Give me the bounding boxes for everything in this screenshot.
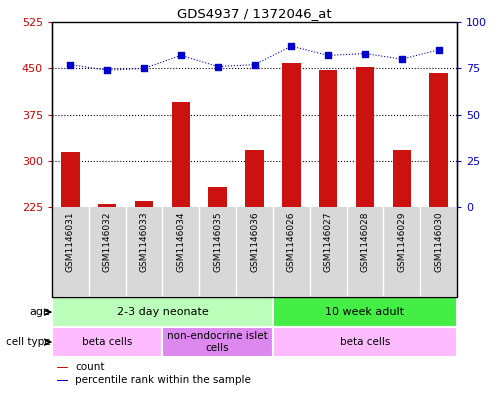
Point xyxy=(140,65,148,72)
Bar xyxy=(282,63,300,207)
Point xyxy=(177,52,185,59)
Bar xyxy=(356,67,374,207)
Bar xyxy=(57,380,67,381)
Point xyxy=(250,62,258,68)
Bar xyxy=(209,187,227,207)
Bar xyxy=(61,152,80,207)
Bar xyxy=(246,150,263,207)
Text: count: count xyxy=(75,362,105,372)
Bar xyxy=(98,204,116,207)
Text: GSM1146028: GSM1146028 xyxy=(360,211,369,272)
Point xyxy=(66,62,74,68)
Text: GSM1146032: GSM1146032 xyxy=(103,211,112,272)
Text: percentile rank within the sample: percentile rank within the sample xyxy=(75,375,251,386)
Bar xyxy=(273,327,457,357)
Text: GSM1146031: GSM1146031 xyxy=(66,211,75,272)
Bar xyxy=(163,327,273,357)
Text: 10 week adult: 10 week adult xyxy=(325,307,405,317)
Text: cell type: cell type xyxy=(5,337,50,347)
Text: GSM1146036: GSM1146036 xyxy=(250,211,259,272)
Text: GSM1146034: GSM1146034 xyxy=(176,211,185,272)
Bar xyxy=(52,297,273,327)
Text: beta cells: beta cells xyxy=(340,337,390,347)
Title: GDS4937 / 1372046_at: GDS4937 / 1372046_at xyxy=(177,7,332,20)
Bar xyxy=(273,297,457,327)
Bar xyxy=(52,327,163,357)
Point xyxy=(103,67,111,73)
Text: GSM1146035: GSM1146035 xyxy=(213,211,222,272)
Bar xyxy=(393,150,411,207)
Point xyxy=(287,43,295,49)
Bar xyxy=(135,201,153,207)
Point xyxy=(324,52,332,59)
Text: GSM1146030: GSM1146030 xyxy=(434,211,443,272)
Bar xyxy=(57,367,67,368)
Point xyxy=(398,56,406,62)
Text: GSM1146033: GSM1146033 xyxy=(140,211,149,272)
Text: GSM1146029: GSM1146029 xyxy=(397,211,406,272)
Text: GSM1146026: GSM1146026 xyxy=(287,211,296,272)
Text: GSM1146027: GSM1146027 xyxy=(324,211,333,272)
Point xyxy=(435,47,443,53)
Bar xyxy=(429,73,448,207)
Point xyxy=(214,63,222,70)
Text: age: age xyxy=(29,307,50,317)
Point xyxy=(361,50,369,57)
Bar xyxy=(319,70,337,207)
Text: non-endocrine islet
cells: non-endocrine islet cells xyxy=(167,331,268,353)
Text: 2-3 day neonate: 2-3 day neonate xyxy=(117,307,208,317)
Bar xyxy=(172,102,190,207)
Text: beta cells: beta cells xyxy=(82,337,132,347)
